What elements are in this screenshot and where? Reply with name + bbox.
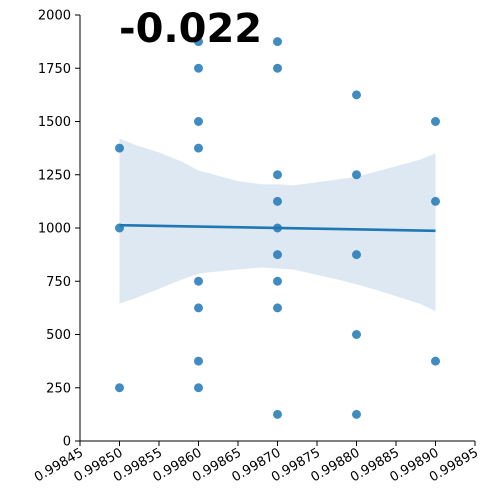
x-axis-ticks: 0.998450.998500.998550.998600.998650.998… [32, 441, 481, 485]
data-point [194, 383, 203, 393]
data-point [273, 250, 282, 260]
y-tick-label: 1000 [38, 222, 71, 237]
y-tick-label: 500 [46, 328, 71, 343]
data-point [273, 223, 282, 233]
data-point [352, 409, 361, 419]
y-axis-ticks: 0 250 500 750 1000 1250 1500 1750 2000 [38, 9, 80, 450]
y-tick-label: 250 [46, 381, 71, 396]
data-point [273, 303, 282, 313]
correlation-annotation: -0.022 [119, 6, 262, 52]
y-tick-label: 1750 [38, 62, 71, 77]
data-point [352, 250, 361, 260]
data-point [273, 63, 282, 73]
y-tick-label: 0 [63, 435, 71, 450]
y-tick-label: 1500 [38, 115, 71, 130]
y-tick-label: 2000 [38, 9, 71, 24]
data-point [352, 170, 361, 180]
data-point [115, 223, 124, 233]
data-point [194, 143, 203, 153]
data-point [431, 117, 440, 126]
data-point [194, 117, 203, 126]
data-point [194, 63, 203, 73]
scatter-points [115, 37, 440, 419]
data-point [273, 170, 282, 180]
data-point [273, 37, 282, 47]
y-tick-label: 750 [46, 275, 71, 290]
data-point [194, 276, 203, 286]
data-point [352, 330, 361, 339]
data-point [273, 409, 282, 419]
data-point [194, 356, 203, 366]
data-point [194, 37, 203, 47]
data-point [431, 196, 440, 206]
data-point [115, 383, 124, 393]
data-point [352, 90, 361, 100]
data-point [194, 303, 203, 313]
data-point [431, 356, 440, 366]
data-point [273, 196, 282, 206]
data-point [273, 276, 282, 286]
data-point [115, 143, 124, 153]
y-tick-label: 1250 [38, 168, 71, 183]
